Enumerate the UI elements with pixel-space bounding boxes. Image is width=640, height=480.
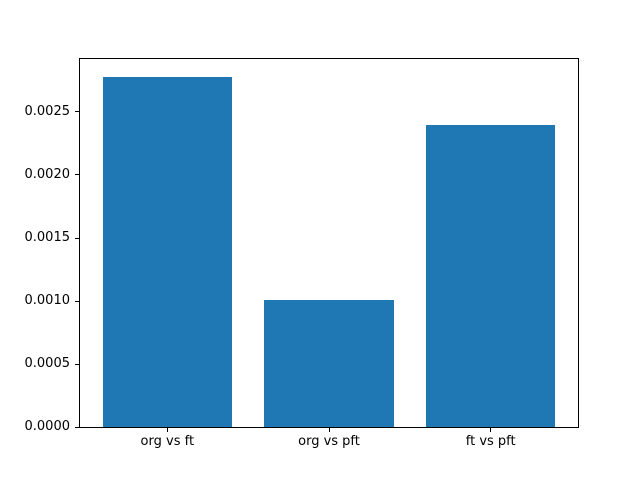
x-tick-mark <box>490 428 492 432</box>
y-tick-mark <box>75 300 79 302</box>
x-tick-mark <box>328 428 330 432</box>
y-tick-label: 0.0015 <box>24 230 71 245</box>
y-tick-label: 0.0020 <box>24 166 71 182</box>
x-tick-label: org vs ft <box>140 434 195 449</box>
x-tick-label: org vs pft <box>298 434 360 449</box>
bar-org-vs-ft <box>102 76 232 427</box>
y-tick-mark <box>75 111 79 113</box>
y-tick-mark <box>75 363 79 365</box>
bar-org-vs-pft <box>264 299 394 427</box>
y-tick-mark <box>75 426 79 428</box>
x-tick-mark <box>166 428 168 432</box>
y-tick-label: 0.0005 <box>24 356 71 371</box>
y-tick-label: 0.0010 <box>24 293 71 308</box>
x-tick-label: ft vs pft <box>465 434 516 449</box>
y-tick-label: 0.0025 <box>24 103 71 119</box>
y-tick-mark <box>75 174 79 176</box>
y-tick-label: 0.0000 <box>24 419 71 434</box>
y-tick-mark <box>75 237 79 239</box>
plot-area: org vs ft org vs pft ft vs pft 0.0000 0.0005… <box>25 58 579 449</box>
bar-ft-vs-pft <box>426 124 556 427</box>
